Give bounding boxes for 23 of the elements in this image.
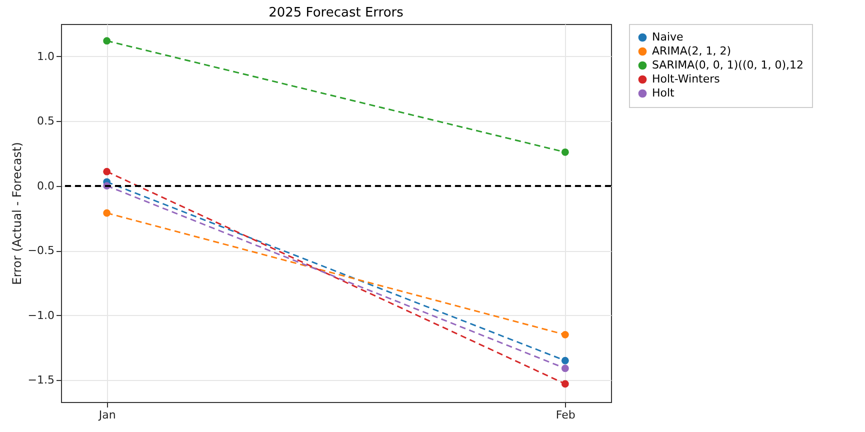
point bbox=[561, 330, 569, 338]
point bbox=[561, 356, 569, 364]
y-tick-label: 0.5 bbox=[37, 114, 54, 128]
legend-label: SARIMA(0, 0, 1)((0, 1, 0),12 bbox=[652, 58, 804, 72]
y-tick-label: 1.0 bbox=[37, 50, 54, 63]
legend-label: ARIMA(2, 1, 2) bbox=[652, 44, 731, 58]
y-tick-label: −1.0 bbox=[28, 308, 54, 322]
y-tick-label: −0.5 bbox=[28, 244, 54, 258]
x-tick-label: Feb bbox=[556, 408, 576, 422]
y-tick-label: −1.5 bbox=[28, 373, 54, 386]
legend-label: Holt bbox=[652, 86, 676, 100]
legend-label: Naive bbox=[652, 30, 684, 44]
point bbox=[561, 148, 569, 156]
legend-label: Holt-Winters bbox=[652, 72, 720, 86]
point bbox=[103, 168, 111, 176]
point bbox=[103, 209, 111, 217]
point bbox=[103, 37, 111, 45]
point bbox=[561, 380, 569, 388]
y-axis-title: Error (Actual - Forecast) bbox=[10, 142, 24, 285]
chart-title: 2025 Forecast Errors bbox=[268, 6, 404, 20]
x-tick-label: Jan bbox=[98, 408, 116, 422]
y-tick-label: 0.0 bbox=[37, 179, 54, 192]
point bbox=[561, 364, 569, 372]
